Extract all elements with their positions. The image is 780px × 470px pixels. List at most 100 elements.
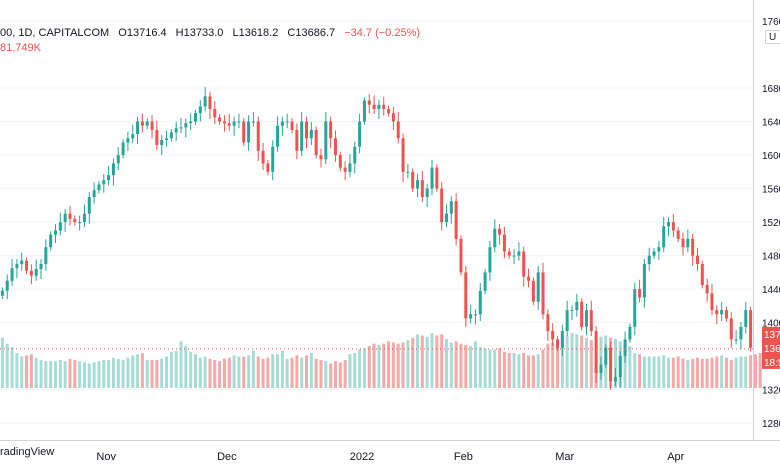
candle-body — [744, 310, 748, 327]
volume-bar — [160, 358, 164, 388]
candle-body — [97, 184, 101, 191]
candle-body — [618, 356, 622, 378]
candle-body — [290, 121, 294, 130]
candle-body — [695, 255, 699, 264]
volume-bar — [208, 358, 212, 388]
candle-body — [324, 121, 328, 160]
candle-body — [749, 310, 753, 348]
candle-body — [575, 301, 579, 311]
candle-body — [633, 289, 637, 327]
candle-body — [652, 251, 656, 256]
y-tick-label: 14400 — [762, 285, 780, 296]
low-label: L — [232, 27, 239, 39]
candle-body — [391, 113, 395, 122]
volume-bar — [377, 344, 381, 388]
candle-body — [435, 167, 439, 189]
volume-bars — [0, 333, 762, 388]
volume-bar — [715, 356, 719, 388]
volume-bar — [97, 361, 101, 388]
volume-bar — [68, 358, 72, 388]
x-tick-label: Apr — [667, 451, 684, 463]
volume-bar — [744, 356, 748, 388]
volume-bar — [681, 358, 685, 388]
y-tick-label: 14800 — [762, 252, 780, 263]
y-tick-label: 14000 — [762, 319, 780, 330]
axis-mode-button[interactable]: U — [765, 30, 780, 44]
candle-body — [15, 264, 19, 269]
volume-bar — [15, 353, 19, 388]
candle-body — [464, 272, 468, 319]
volume-bar — [473, 341, 477, 388]
volume-bar — [290, 357, 294, 388]
candle-body — [469, 314, 473, 319]
volume-bar — [570, 333, 574, 388]
candle-body — [724, 310, 728, 319]
volume-bar — [251, 350, 255, 388]
candle-body — [531, 280, 535, 302]
candle-body — [478, 290, 482, 315]
candle-body — [584, 310, 588, 327]
last-price-badge — [762, 326, 780, 369]
open-value: 13716.4 — [126, 27, 167, 39]
candle-body — [638, 289, 642, 298]
candle-body — [131, 134, 135, 139]
volume-bar — [329, 363, 333, 388]
volume-bar — [63, 361, 67, 388]
candle-body — [126, 138, 130, 143]
volume-bar — [425, 336, 429, 388]
tradingview-brand[interactable]: radingView — [0, 446, 55, 458]
volume-bar — [628, 346, 632, 388]
high-label: H — [175, 27, 184, 39]
volume-bar — [82, 362, 86, 388]
candle-body — [541, 272, 545, 315]
volume-bar — [126, 357, 130, 388]
candle-body — [667, 222, 671, 227]
candle-body — [232, 121, 236, 126]
volume-bar — [343, 360, 347, 388]
volume-bar — [739, 356, 743, 388]
y-tick-label: 1760 — [762, 17, 780, 28]
volume-bar — [338, 362, 342, 388]
volume-bar — [531, 355, 535, 388]
candle-body — [502, 234, 506, 252]
grid — [0, 20, 753, 424]
candle-body — [710, 293, 714, 311]
volume-bar — [193, 354, 197, 388]
price-label: 18:5 — [764, 358, 780, 369]
volume-bar — [266, 357, 270, 388]
candle-body — [78, 222, 82, 224]
candle-body — [348, 163, 352, 172]
volume-bar — [179, 341, 183, 388]
volume-bar — [367, 346, 371, 388]
volume-bar — [49, 361, 53, 388]
volume-bar — [623, 343, 627, 388]
volume-bar — [416, 334, 420, 388]
candle-body — [343, 167, 347, 172]
volume-bar — [720, 355, 724, 388]
candle-body — [34, 269, 38, 276]
volume-bar — [749, 355, 753, 388]
candle-body — [377, 104, 381, 109]
volume-bar — [5, 343, 9, 388]
volume-bar — [285, 358, 289, 388]
volume-bar — [0, 337, 4, 388]
volume-bar — [575, 334, 579, 388]
candle-body — [136, 121, 140, 135]
candle-body — [300, 121, 304, 151]
candle-body — [604, 347, 608, 365]
candle-body — [488, 247, 492, 273]
candle-body — [358, 121, 362, 147]
volume-bar — [280, 350, 284, 388]
volume-value: 81.749K — [0, 42, 41, 54]
candle-body — [411, 171, 415, 189]
candle-body — [662, 226, 666, 248]
volume-bar — [560, 336, 564, 388]
candle-body — [483, 272, 487, 291]
volume-bar — [584, 337, 588, 388]
volume-bar — [39, 360, 43, 388]
y-tick-label: 13200 — [762, 386, 780, 397]
x-tick-label: 2022 — [350, 451, 374, 463]
candle-body — [68, 213, 72, 219]
volume-bar — [54, 361, 58, 388]
